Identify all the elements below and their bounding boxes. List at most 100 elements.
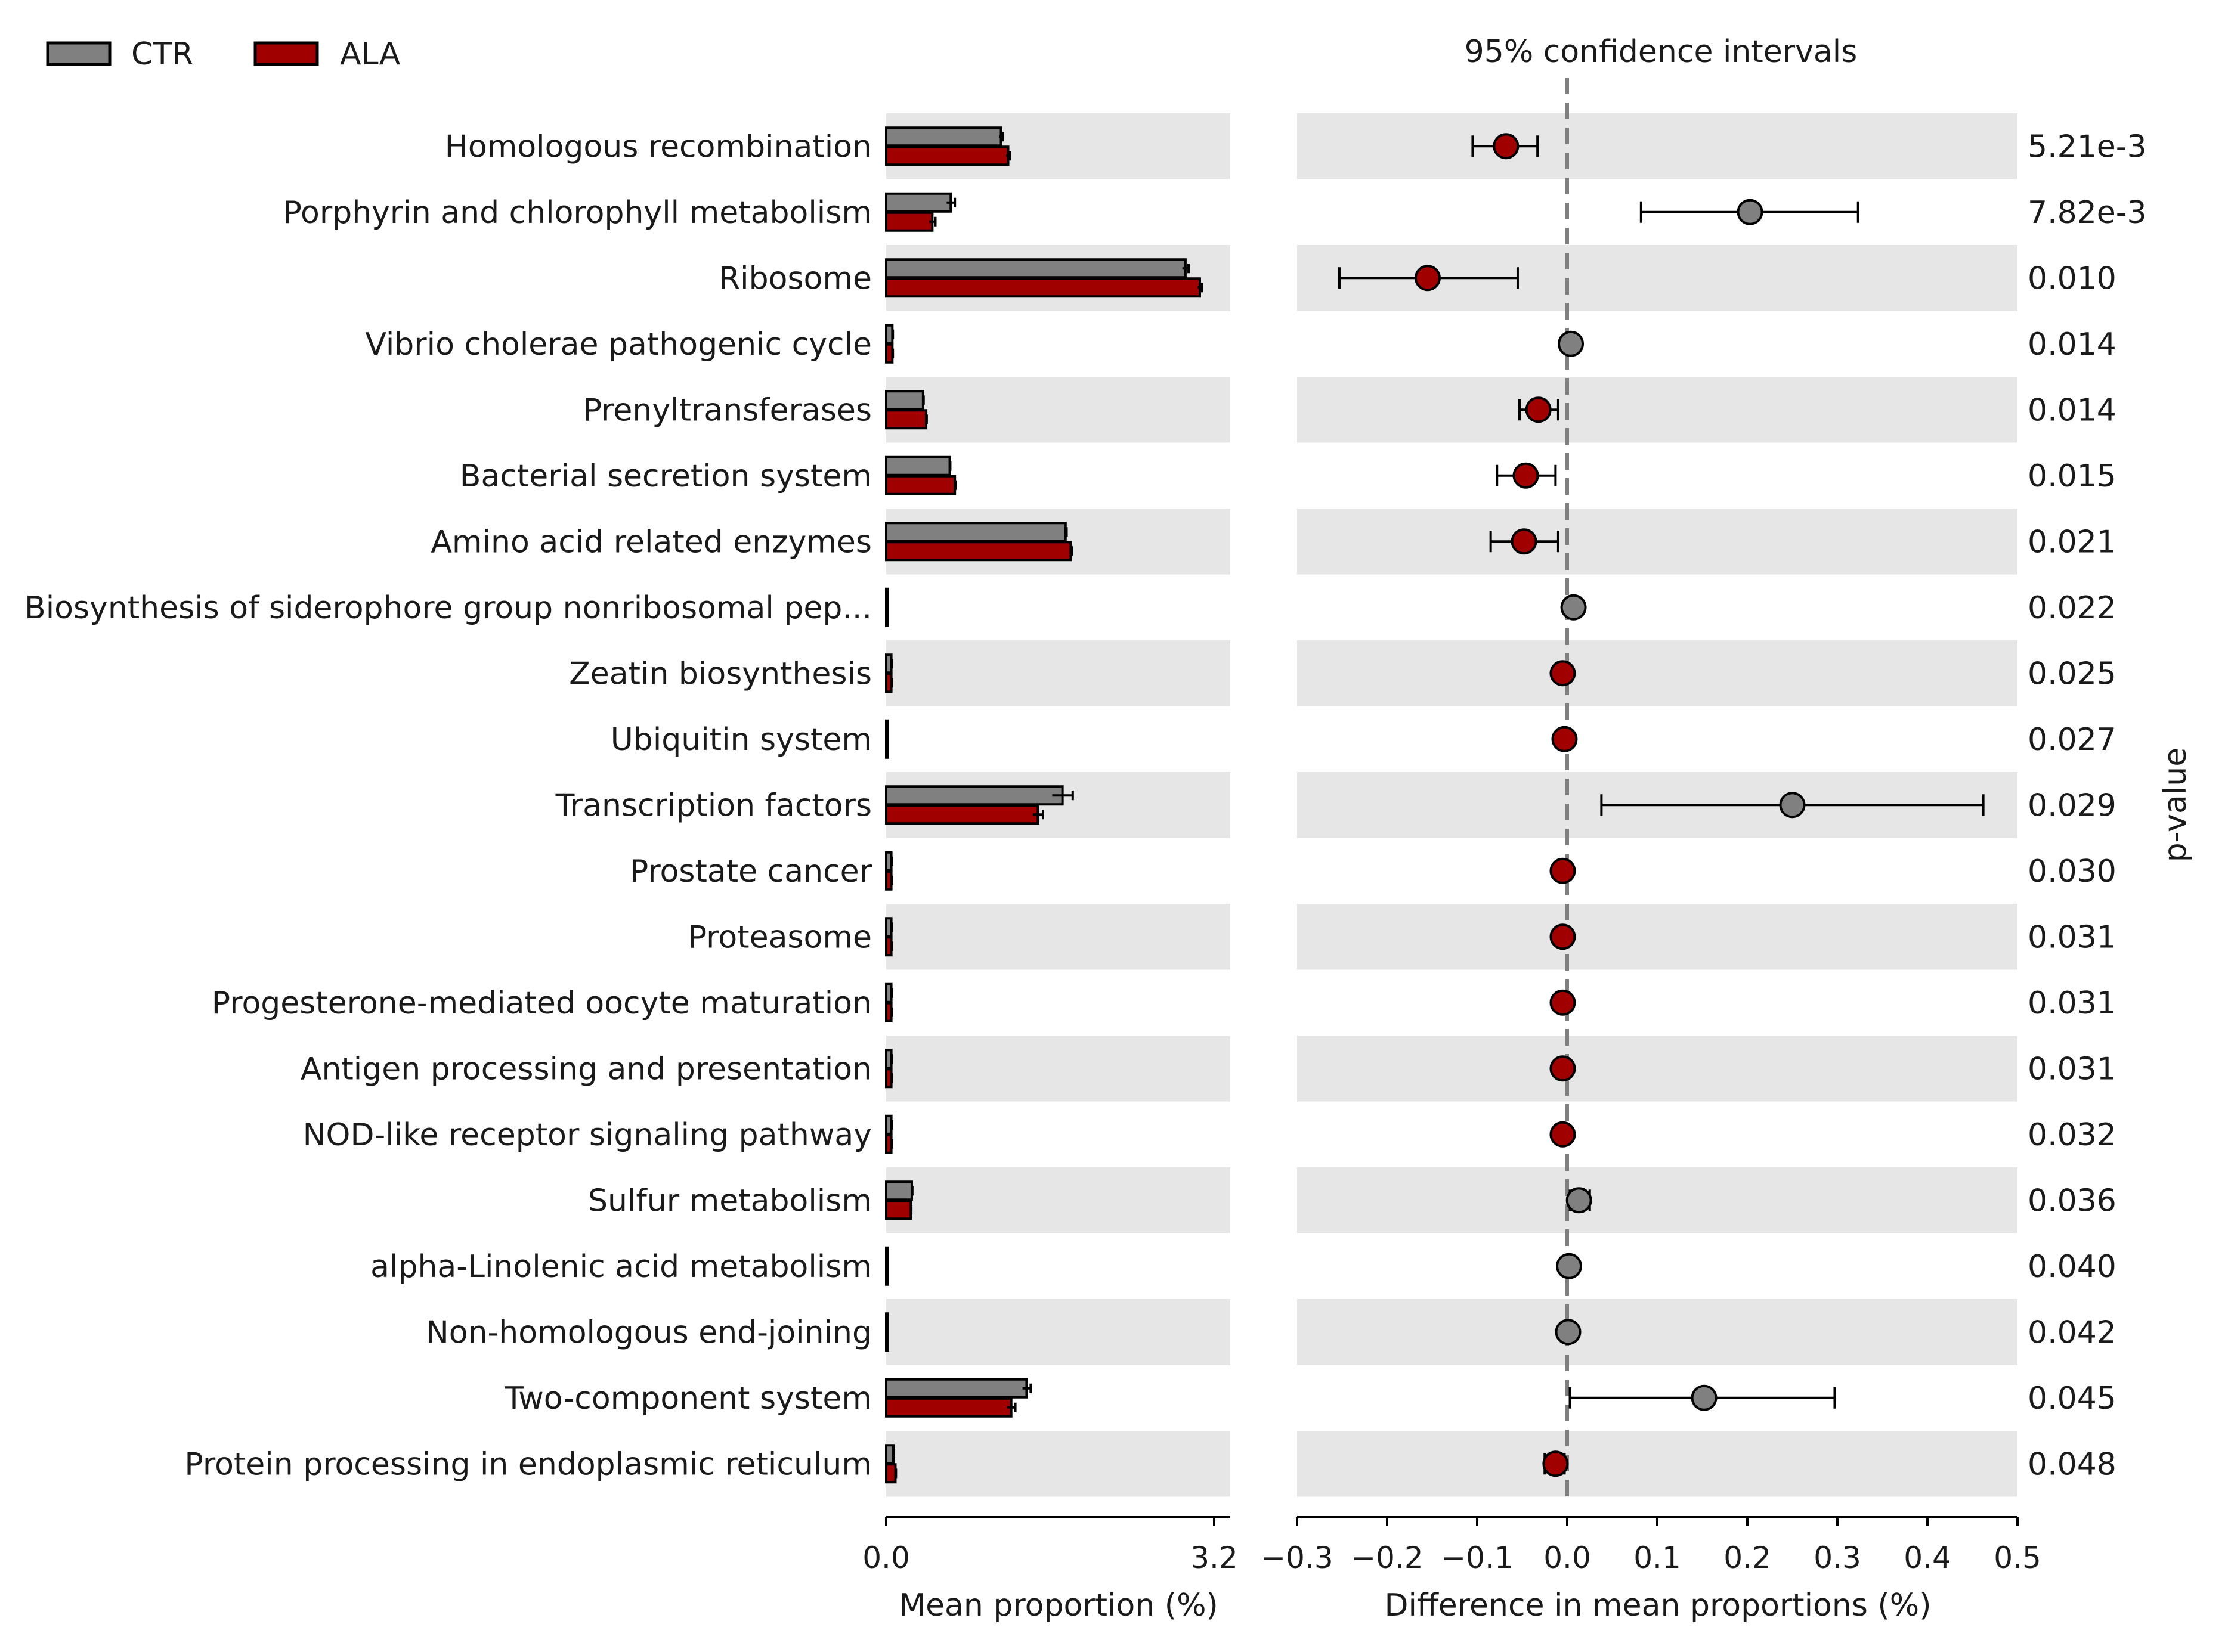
bar-ctr-error (890, 1054, 893, 1064)
bar-ctr (885, 587, 889, 608)
difference-point (1737, 199, 1763, 225)
category-label: Amino acid related enzymes (431, 524, 872, 560)
bar-ala-error (954, 480, 957, 490)
chart-row: Two-component system 0.045 (504, 1378, 2116, 1418)
category-label: Ribosome (719, 261, 872, 296)
bar-ctr-error (1182, 264, 1190, 274)
p-value-label: 0.029 (2028, 788, 2116, 823)
category-label: Homologous recombination (445, 129, 872, 165)
category-label: Porphyrin and chlorophyll metabolism (283, 195, 872, 231)
bar-ctr (885, 126, 1002, 147)
p-value-label: 0.014 (2028, 392, 2116, 428)
ci-title: 95% confidence intervals (1465, 34, 1858, 70)
row-stripe-bar-panel (886, 1167, 1230, 1233)
bar-ala (885, 870, 893, 891)
chart-row: Ribosome 0.010 (719, 258, 2116, 298)
difference-point (1414, 265, 1441, 292)
row-stripe-diff-panel (1297, 113, 2017, 179)
category-label: alpha-Linolenic acid metabolism (370, 1249, 872, 1285)
row-stripe-bar-panel (886, 1299, 1230, 1365)
chart-row: Prenyltransferases 0.014 (583, 390, 2116, 430)
difference-point (1493, 133, 1520, 160)
difference-point (1549, 989, 1576, 1016)
difference-point (1551, 726, 1578, 752)
chart-row: alpha-Linolenic acid metabolism 0.040 (370, 1246, 2116, 1286)
row-stripe-diff-panel (1297, 377, 2017, 443)
chart-row: Zeatin biosynthesis 0.025 (569, 653, 2116, 693)
bar-ctr (885, 1246, 889, 1267)
p-value-label: 0.021 (2028, 524, 2116, 560)
p-value-label: 0.025 (2028, 656, 2116, 692)
difference-point (1556, 1253, 1583, 1279)
diff-axis-tick-label: 0.4 (1904, 1541, 1951, 1575)
bar-ala (885, 541, 1072, 562)
bar-ctr (885, 1312, 889, 1333)
bar-ctr (885, 653, 893, 674)
bar-ala (885, 145, 1010, 166)
difference-point (1560, 594, 1587, 621)
bar-ala-error (1006, 151, 1011, 161)
difference-point (1555, 1319, 1582, 1346)
row-stripe-bar-panel (886, 1431, 1230, 1497)
legend-swatch-ala (253, 41, 319, 66)
bar-ala-error (1069, 546, 1073, 556)
legend-swatch-ctr (46, 41, 112, 66)
bar-axis-tick-label-max: 3.2 (1190, 1541, 1238, 1575)
chart-row: Proteasome 0.031 (688, 917, 2116, 957)
difference-point (1549, 857, 1576, 884)
row-stripe-diff-panel (1297, 1299, 2017, 1365)
p-value-label: 0.032 (2028, 1117, 2116, 1153)
bar-ctr (885, 1444, 895, 1465)
category-label: Proteasome (688, 919, 872, 955)
row-stripe-bar-panel (886, 904, 1230, 970)
bar-ctr (885, 1180, 913, 1201)
bar-ctr (885, 719, 889, 740)
row-stripe-bar-panel (886, 1036, 1230, 1102)
bar-ctr (885, 1049, 893, 1070)
bar-panel-x-axis: 0.0 3.2 Mean proportion (%) (862, 1516, 1238, 1623)
diff-axis-title: Difference in mean proportions (%) (1384, 1588, 1931, 1623)
difference-point (1691, 1384, 1718, 1411)
difference-point (1549, 1121, 1576, 1148)
diff-axis-tick-label: 0.2 (1723, 1541, 1771, 1575)
bar-ala-error (910, 1205, 913, 1215)
bar-ctr-error (949, 461, 952, 471)
bar-ala (885, 211, 934, 232)
diff-axis-tick-label: −0.1 (1441, 1541, 1513, 1575)
category-label: Two-component system (504, 1381, 872, 1417)
row-stripe-diff-panel (1297, 1036, 2017, 1102)
bar-ala-error (1197, 283, 1203, 293)
chart-row: Protein processing in endoplasmic reticu… (184, 1444, 2116, 1484)
chart-row: Sulfur metabolism 0.036 (588, 1180, 2116, 1220)
bar-ctr-error (892, 329, 895, 339)
bar-ctr-error (890, 856, 893, 866)
difference-point (1525, 396, 1552, 423)
category-label: Prostate cancer (630, 854, 872, 889)
bar-ala-error (890, 678, 893, 688)
bar-ctr-error (892, 1449, 895, 1459)
chart-row: Progesterone-mediated oocyte maturation 0… (212, 982, 2116, 1022)
difference-point (1542, 1450, 1569, 1477)
row-stripe-diff-panel (1297, 1431, 2017, 1497)
difference-point (1511, 528, 1537, 555)
bar-ctr (885, 982, 893, 1003)
bar-ctr (885, 1378, 1028, 1399)
difference-point (1558, 330, 1585, 357)
bar-ala (885, 1331, 889, 1352)
chart-row: Porphyrin and chlorophyll metabolism 7.82… (283, 192, 2147, 232)
bar-ala (885, 1133, 893, 1154)
diff-axis-tick-label: 0.0 (1543, 1541, 1591, 1575)
category-label: Sulfur metabolism (588, 1183, 872, 1219)
p-value-label: 0.015 (2028, 458, 2116, 494)
category-label: Biosynthesis of siderophore group nonrib… (24, 590, 872, 626)
diff-axis-tick-label: 0.3 (1814, 1541, 1861, 1575)
category-label: Bacterial secretion system (460, 458, 872, 494)
difference-point (1779, 792, 1806, 819)
bar-ala (885, 343, 894, 364)
bar-ala-error (890, 941, 893, 951)
bar-ala-error (890, 1073, 893, 1083)
chart-row: Ubiquitin system 0.027 (611, 719, 2116, 759)
chart-row: Prostate cancer 0.030 (630, 851, 2116, 891)
bar-ala (885, 1265, 889, 1286)
